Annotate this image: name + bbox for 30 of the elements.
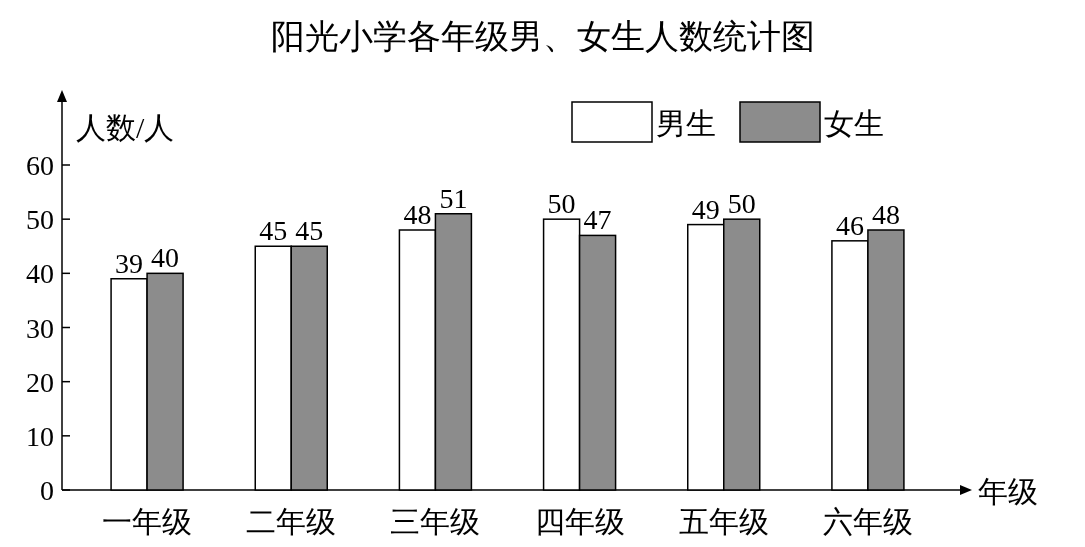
x-tick-label: 五年级	[678, 505, 769, 538]
x-tick-label: 二年级	[246, 505, 337, 538]
data-label: 49	[691, 193, 720, 225]
data-label: 45	[295, 215, 324, 247]
data-label: 39	[115, 247, 144, 279]
data-label: 40	[151, 242, 180, 274]
y-tick-label: 10	[26, 420, 54, 452]
x-axis-title: 年级	[978, 475, 1038, 508]
y-tick-label: 0	[40, 475, 54, 506]
data-label: 50	[727, 188, 756, 220]
y-axis-title: 人数/人	[76, 111, 175, 144]
y-tick-label: 30	[26, 312, 54, 344]
y-tick-label: 20	[26, 366, 54, 398]
data-label: 47	[583, 204, 612, 236]
data-label: 51	[439, 182, 468, 214]
x-tick-label: 三年级	[390, 505, 481, 538]
data-label: 48	[871, 199, 900, 230]
x-tick-label: 四年级	[534, 505, 625, 538]
data-label: 45	[259, 215, 288, 247]
data-label: 46	[835, 209, 864, 241]
legend-label: 男生	[656, 107, 716, 140]
y-tick-label: 50	[26, 204, 54, 236]
data-label: 48	[403, 199, 432, 230]
x-tick-label: 一年级	[102, 505, 193, 538]
x-tick-label: 六年级	[822, 505, 913, 538]
legend-label: 女生	[824, 107, 884, 140]
y-tick-label: 40	[26, 258, 54, 290]
data-label: 50	[547, 188, 576, 220]
y-tick-label: 60	[26, 150, 54, 181]
chart-title: 阳光小学各年级男、女生人数统计图	[270, 18, 815, 55]
